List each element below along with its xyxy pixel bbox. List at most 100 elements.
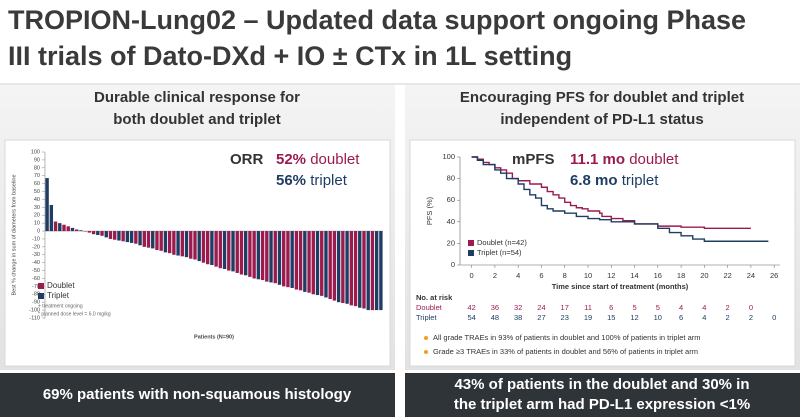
panel-heading: independent of PD-L1 status bbox=[500, 111, 703, 128]
bar bbox=[125, 231, 130, 243]
at-risk-value: 11 bbox=[584, 303, 592, 312]
y-tick-label: -110 bbox=[29, 315, 40, 321]
bar bbox=[370, 231, 375, 311]
y-tick-label: 100 bbox=[31, 149, 40, 155]
annotation-text: doublet bbox=[310, 151, 360, 168]
y-tick-label: 70 bbox=[34, 173, 40, 179]
footer-text: the triplet arm had PD-L1 expression <1% bbox=[454, 396, 750, 413]
bar bbox=[315, 231, 320, 296]
panel-heading: Encouraging PFS for doublet and triplet bbox=[460, 89, 744, 106]
bar bbox=[155, 231, 159, 251]
y-tick-label: -80 bbox=[32, 292, 40, 298]
y-tick-label: 90 bbox=[34, 157, 40, 163]
bar bbox=[248, 231, 252, 277]
y-axis-label: Best % change in sum of diameters from b… bbox=[11, 174, 17, 295]
bar bbox=[100, 231, 104, 236]
bar bbox=[227, 231, 231, 271]
bar bbox=[260, 231, 265, 281]
bullet-dot bbox=[424, 350, 428, 354]
km-line bbox=[471, 156, 751, 229]
y-tick-label: 100 bbox=[442, 152, 455, 161]
legend-swatch bbox=[468, 240, 474, 246]
x-tick-label: 22 bbox=[723, 271, 731, 280]
y-tick-label: -30 bbox=[32, 252, 40, 258]
bar bbox=[239, 231, 244, 275]
at-risk-value: 19 bbox=[584, 313, 592, 322]
footer-text: 69% patients with non-squamous histology bbox=[43, 386, 352, 403]
at-risk-value: 27 bbox=[537, 313, 545, 322]
bar bbox=[341, 231, 345, 303]
at-risk-value: 32 bbox=[514, 303, 522, 312]
bar bbox=[87, 231, 92, 233]
at-risk-value: 12 bbox=[630, 313, 638, 322]
bar bbox=[311, 231, 315, 295]
at-risk-row-name: Triplet bbox=[416, 313, 437, 322]
bar bbox=[256, 231, 261, 280]
bar bbox=[163, 231, 168, 253]
at-risk-title: No. at risk bbox=[416, 293, 453, 302]
x-tick-label: 6 bbox=[539, 271, 543, 280]
bar bbox=[214, 231, 218, 267]
annotation-text: triplet bbox=[310, 172, 348, 189]
x-tick-label: 0 bbox=[470, 271, 474, 280]
bar bbox=[332, 231, 337, 301]
km-line bbox=[471, 156, 769, 242]
x-tick-label: 4 bbox=[516, 271, 520, 280]
bar bbox=[108, 231, 113, 239]
bar bbox=[328, 231, 332, 300]
bar bbox=[235, 231, 239, 273]
panel-heading: both doublet and triplet bbox=[113, 111, 280, 128]
at-risk-value: 6 bbox=[609, 303, 613, 312]
at-risk-value: 5 bbox=[656, 303, 660, 312]
bar bbox=[252, 231, 256, 279]
at-risk-value: 2 bbox=[749, 313, 753, 322]
at-risk-value: 42 bbox=[467, 303, 475, 312]
y-tick-label: 80 bbox=[447, 174, 455, 183]
bar bbox=[205, 231, 210, 265]
bar bbox=[298, 231, 303, 291]
bar bbox=[176, 231, 180, 256]
bar bbox=[353, 231, 358, 307]
annotation-label: mPFS bbox=[512, 151, 555, 168]
bar bbox=[138, 231, 142, 246]
at-risk-value: 17 bbox=[561, 303, 569, 312]
annotation-value: 52% bbox=[276, 151, 306, 168]
at-risk-value: 54 bbox=[467, 313, 475, 322]
bar bbox=[167, 231, 172, 254]
bar bbox=[265, 231, 269, 282]
bar bbox=[62, 224, 66, 232]
y-tick-label: 60 bbox=[447, 195, 455, 204]
at-risk-value: 2 bbox=[726, 303, 730, 312]
y-tick-label: 50 bbox=[34, 189, 40, 195]
y-tick-label: -100 bbox=[29, 308, 40, 314]
bar bbox=[320, 231, 324, 296]
bullet-text: Grade ≥3 TRAEs in 33% of patients in dou… bbox=[433, 347, 698, 356]
at-risk-value: 5 bbox=[632, 303, 636, 312]
bar bbox=[294, 231, 299, 290]
bar bbox=[366, 231, 370, 311]
bullet-text: All grade TRAEs in 93% of patients in do… bbox=[433, 333, 701, 342]
y-tick-label: 80 bbox=[34, 165, 40, 171]
left-footer-bar bbox=[0, 373, 395, 417]
bar bbox=[189, 231, 193, 259]
y-tick-label: -90 bbox=[32, 300, 40, 306]
y-axis-label: PFS (%) bbox=[425, 196, 434, 225]
y-tick-label: -60 bbox=[32, 276, 40, 282]
bar bbox=[362, 231, 366, 309]
bar bbox=[53, 221, 58, 232]
bar bbox=[286, 231, 290, 288]
right-footer-bar bbox=[405, 373, 800, 417]
legend-swatch bbox=[468, 250, 474, 256]
legend-note: * planned dose level = 6.0 mg/kg bbox=[38, 311, 111, 317]
x-tick-label: 24 bbox=[747, 271, 755, 280]
y-tick-label: 20 bbox=[447, 238, 455, 247]
bar bbox=[231, 231, 235, 272]
y-tick-label: -50 bbox=[32, 268, 40, 274]
y-tick-label: -20 bbox=[32, 244, 40, 250]
legend-label: Triplet bbox=[47, 291, 70, 300]
y-tick-label: 10 bbox=[34, 221, 40, 227]
y-tick-label: 60 bbox=[34, 181, 40, 187]
bar bbox=[134, 231, 138, 244]
